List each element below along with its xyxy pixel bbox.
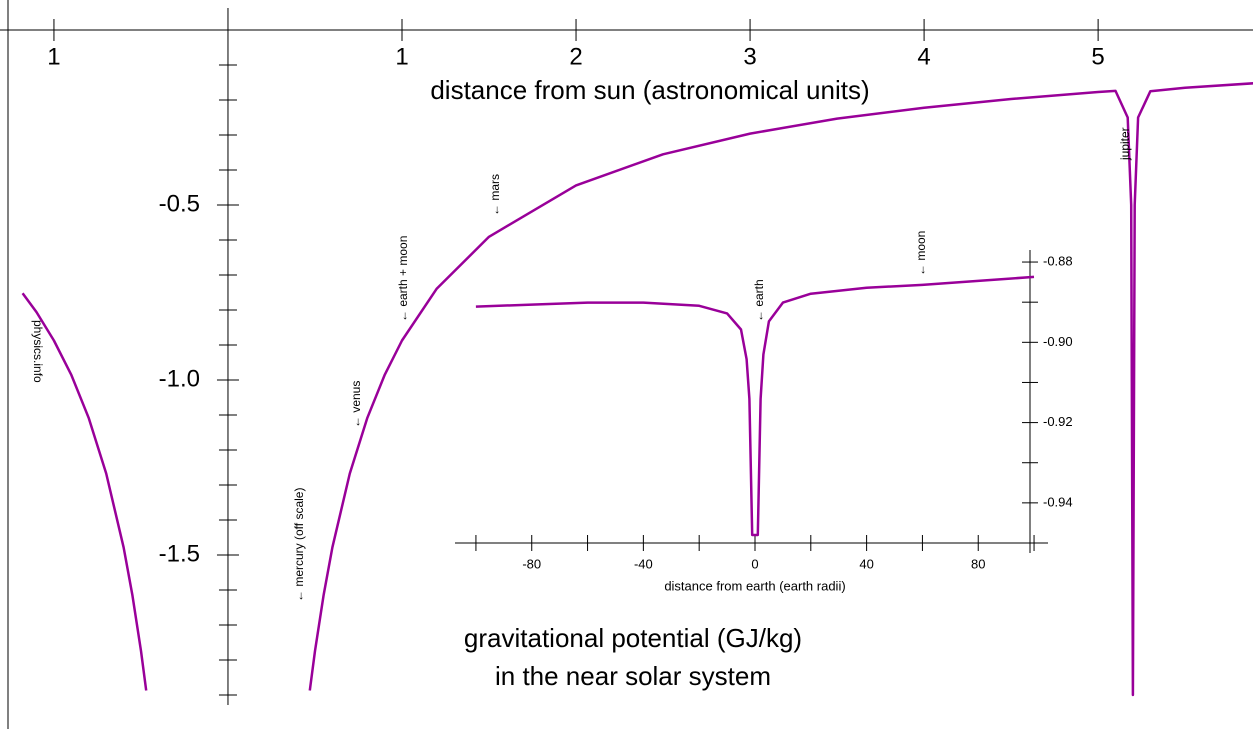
y-tick-label: -0.94 (1043, 494, 1073, 509)
annotation: ← venus (349, 381, 363, 428)
x-axis-label: distance from earth (earth radii) (664, 578, 845, 593)
x-tick-label: 1 (395, 43, 408, 70)
x-axis-label: distance from sun (astronomical units) (430, 75, 869, 105)
x-tick-label: -80 (522, 556, 541, 571)
y-tick-label: -0.5 (159, 190, 200, 217)
annotation: physics.info (31, 320, 45, 383)
y-tick-label: -1.5 (159, 540, 200, 567)
y-tick-label: -0.88 (1043, 253, 1073, 268)
chart-title: in the near solar system (495, 661, 771, 691)
x-tick-label: -40 (634, 556, 653, 571)
potential-curve (475, 275, 1035, 537)
chart-title: gravitational potential (GJ/kg) (464, 623, 802, 653)
x-tick-label: 1 (47, 43, 60, 70)
x-tick-label: 3 (743, 43, 756, 70)
y-tick-label: -0.90 (1043, 334, 1073, 349)
x-tick-label: 80 (971, 556, 985, 571)
x-tick-label: 4 (917, 43, 930, 70)
x-tick-label: 40 (859, 556, 873, 571)
potential-curve (21, 82, 1253, 697)
annotation: ← mercury (off scale) (292, 488, 306, 602)
annotation: ← mars (488, 174, 502, 216)
annotation: ← moon (914, 231, 928, 276)
x-tick-label: 0 (751, 556, 758, 571)
annotation: ← earth (752, 279, 766, 322)
y-tick-label: -1.0 (159, 365, 200, 392)
y-tick-label: -0.92 (1043, 414, 1073, 429)
x-tick-label: 5 (1091, 43, 1104, 70)
annotation: ← earth + moon (396, 236, 410, 322)
x-tick-label: 2 (569, 43, 582, 70)
annotation: jupiter (1118, 127, 1132, 161)
